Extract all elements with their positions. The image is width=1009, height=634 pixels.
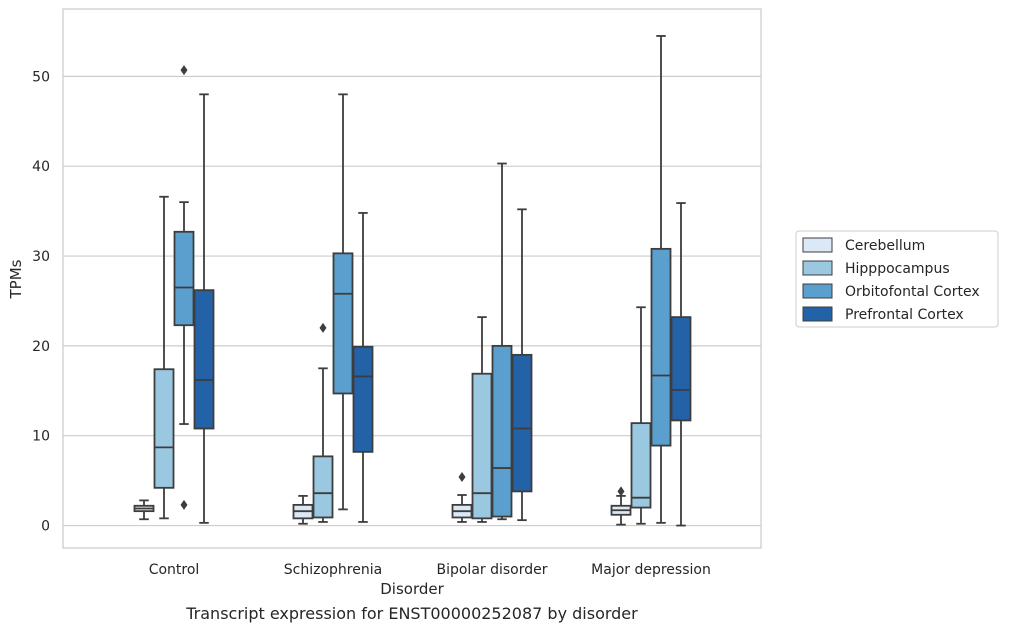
legend-swatch bbox=[802, 306, 833, 322]
outlier-point bbox=[458, 472, 466, 483]
box-iqr bbox=[312, 455, 334, 519]
x-axis-label: Disorder bbox=[380, 580, 444, 598]
box-0-2 bbox=[451, 472, 473, 523]
x-tick-label: Major depression bbox=[591, 562, 711, 578]
box-2-3 bbox=[650, 35, 672, 524]
x-tick-label: Bipolar disorder bbox=[436, 562, 547, 578]
outlier-point bbox=[319, 322, 327, 333]
legend-label: Cerebellum bbox=[845, 238, 925, 254]
x-tick-labels: Control Schizophrenia Bipolar disorder Majo… bbox=[149, 562, 711, 578]
y-tick-label: 30 bbox=[32, 249, 50, 265]
x-tick-label: Control bbox=[149, 562, 200, 578]
x-tick-label: Schizophrenia bbox=[284, 562, 382, 578]
box-3-0 bbox=[193, 93, 215, 524]
y-tick-label: 40 bbox=[32, 159, 50, 175]
y-tick-label: 20 bbox=[32, 339, 50, 355]
legend: Cerebellum Hipppocampus Orbitofontal Corte… bbox=[795, 230, 999, 328]
box-3-3 bbox=[670, 202, 692, 527]
boxes bbox=[133, 35, 692, 527]
box-iqr bbox=[650, 247, 672, 447]
outlier-point bbox=[617, 486, 625, 497]
box-3-1 bbox=[352, 212, 374, 523]
y-tick-label: 0 bbox=[41, 519, 50, 535]
box-2-1 bbox=[332, 93, 354, 511]
box-iqr bbox=[471, 372, 493, 520]
legend-frame bbox=[795, 230, 999, 328]
legend-label: Hipppocampus bbox=[845, 261, 950, 277]
box-iqr bbox=[153, 368, 175, 489]
box-iqr bbox=[352, 345, 374, 453]
legend-label: Prefrontal Cortex bbox=[845, 307, 964, 323]
box-2-0 bbox=[173, 65, 195, 510]
legend-swatch bbox=[802, 260, 833, 276]
box-0-0 bbox=[133, 499, 155, 521]
legend-swatch bbox=[802, 237, 833, 253]
outlier-point bbox=[180, 65, 188, 76]
box-0-1 bbox=[292, 494, 314, 525]
figure-caption: Transcript expression for ENST0000025208… bbox=[186, 604, 638, 623]
outlier-point bbox=[180, 499, 188, 510]
box-1-0 bbox=[153, 195, 175, 520]
box-2-2 bbox=[491, 162, 513, 521]
box-1-1 bbox=[312, 322, 334, 523]
y-tick-labels: 0 10 20 30 40 50 bbox=[32, 69, 50, 534]
box-iqr bbox=[491, 344, 513, 518]
legend-swatch bbox=[802, 283, 833, 299]
y-axis-label: TPMs bbox=[7, 259, 25, 299]
box-iqr bbox=[670, 316, 692, 422]
box-iqr bbox=[173, 230, 195, 327]
box-iqr bbox=[630, 422, 652, 509]
legend-label: Orbitofontal Cortex bbox=[845, 284, 980, 300]
box-3-2 bbox=[511, 208, 533, 522]
y-tick-label: 50 bbox=[32, 69, 50, 85]
box-iqr bbox=[332, 252, 354, 395]
box-1-3 bbox=[630, 306, 652, 525]
box-0-3 bbox=[610, 486, 632, 526]
box-iqr bbox=[511, 353, 533, 493]
box-1-2 bbox=[471, 316, 493, 523]
y-tick-label: 10 bbox=[32, 429, 50, 445]
box-iqr bbox=[193, 289, 215, 430]
